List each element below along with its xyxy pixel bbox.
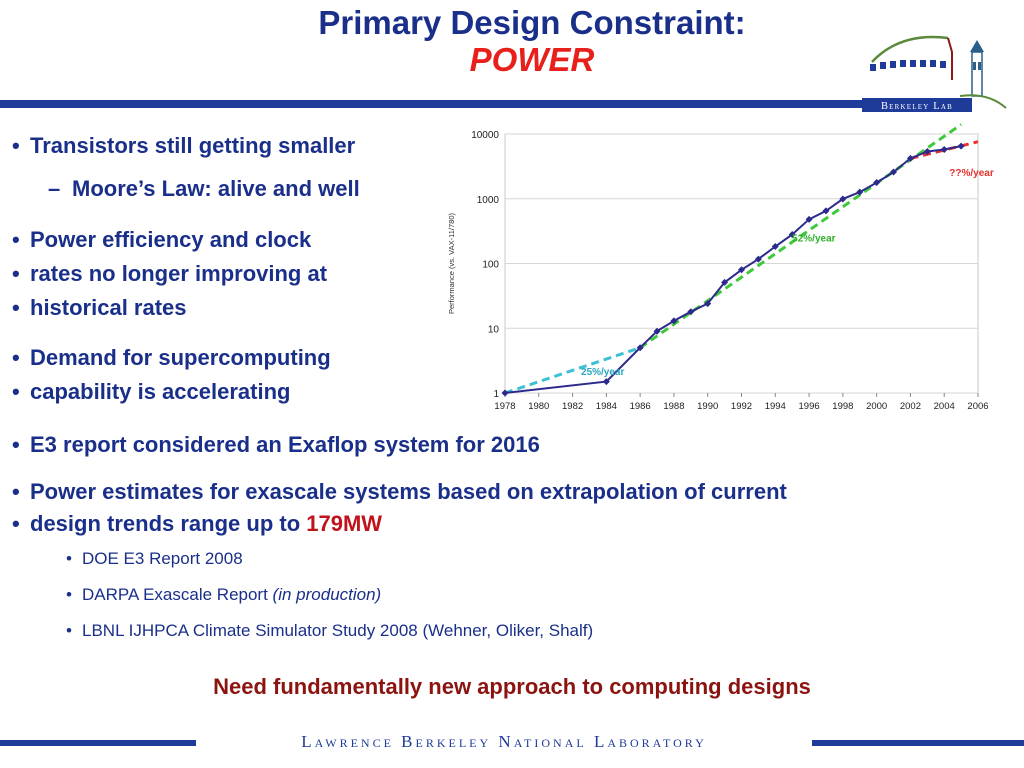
trend-annotation: 52%/year [792, 233, 835, 244]
bullet-text: Power estimates for exascale systems bas… [30, 479, 787, 504]
data-point [501, 389, 509, 397]
footer-bar-left [0, 740, 196, 746]
sub-bullet-item: Moore’s Law: alive and well [10, 173, 360, 204]
data-point [923, 148, 931, 156]
data-point [957, 142, 965, 150]
x-tick-label: 2004 [934, 401, 955, 412]
header-divider-bar [0, 100, 862, 108]
x-tick-label: 1994 [765, 401, 786, 412]
data-point [771, 243, 779, 251]
y-tick-label: 1 [493, 389, 499, 400]
data-point [738, 266, 745, 274]
bullet-continuation: design trends range up to 179MW [10, 508, 382, 539]
conclusion-text: Need fundamentally new approach to compu… [213, 674, 811, 699]
x-tick-label: 1984 [596, 401, 617, 412]
x-tick-label: 2006 [967, 401, 988, 412]
sub-bullet-text: DOE E3 Report 2008 [82, 549, 243, 568]
y-axis-label: Performance (vs. VAX-11/780) [447, 212, 456, 314]
bullet-text: capability is accelerating [30, 379, 291, 404]
y-tick-label: 10000 [471, 130, 499, 141]
data-point [754, 255, 762, 263]
bullet-text: design trends range up to [30, 511, 307, 536]
data-point [856, 188, 864, 196]
bullet-text: Moore’s Law: alive and well [72, 176, 360, 201]
data-point [704, 300, 712, 308]
x-tick-label: 1986 [630, 401, 651, 412]
sub-bullet-text: DARPA Exascale Report [82, 585, 273, 604]
data-point [653, 327, 661, 335]
bullet-text: Demand for supercomputing [30, 345, 331, 370]
data-point [839, 195, 847, 203]
sub-bullet-item: DOE E3 Report 2008 [10, 548, 243, 570]
data-point [906, 154, 914, 162]
x-tick-label: 1998 [832, 401, 853, 412]
trend-line [910, 140, 979, 160]
sub-bullet-text: LBNL IJHPCA Climate Simulator Study 2008… [82, 621, 594, 640]
bullet-text: Power efficiency and clock [30, 227, 312, 252]
footer-bar-right [812, 740, 1024, 746]
bullet-continuation: historical rates [10, 292, 187, 323]
trend-annotation: 25%/year [581, 367, 624, 378]
y-tick-label: 100 [482, 260, 499, 271]
trend-annotation: ??%/year [949, 168, 994, 179]
data-point [890, 168, 898, 176]
bullet-text: historical rates [30, 295, 187, 320]
power-highlight: 179MW [306, 511, 383, 536]
bullet-item: Power efficiency and clock [10, 224, 311, 255]
bullet-item: Transistors still getting smaller [10, 130, 355, 161]
bullet-continuation: capability is accelerating [10, 376, 290, 407]
bullet-item: Power estimates for exascale systems bas… [10, 476, 787, 507]
x-tick-label: 1980 [528, 401, 549, 412]
data-point [788, 231, 796, 239]
data-point [636, 344, 644, 352]
data-point [602, 378, 610, 386]
x-tick-label: 1982 [562, 401, 583, 412]
data-point [805, 215, 813, 223]
sub-bullet-item: DARPA Exascale Report (in production) [10, 584, 381, 606]
title-line-2: POWER [469, 41, 595, 78]
slide-title: Primary Design Constraint: POWER [0, 4, 1024, 78]
y-tick-label: 10 [488, 324, 500, 335]
bullet-continuation: rates no longer improving at [10, 258, 327, 289]
x-tick-label: 2002 [900, 401, 921, 412]
performance-line [504, 145, 962, 394]
bullet-text: E3 report considered an Exaflop system f… [30, 432, 540, 457]
x-tick-label: 1996 [799, 401, 820, 412]
bullet-item: Demand for supercomputing [10, 342, 331, 373]
title-line-1: Primary Design Constraint: [318, 4, 746, 41]
bullet-item: E3 report considered an Exaflop system f… [10, 429, 540, 460]
x-tick-label: 1978 [494, 401, 515, 412]
bullet-text: rates no longer improving at [30, 261, 328, 286]
data-point [940, 145, 948, 153]
data-point [687, 308, 695, 316]
berkeley-lab-logo: Berkeley Lab [862, 35, 1007, 112]
sub-bullet-italic: (in production) [272, 585, 382, 604]
performance-chart: 1 10 100 1000 10000 1978 1980 1982 1984 1986 1988 1… [447, 123, 994, 412]
logo-label: Berkeley Lab [881, 101, 953, 112]
data-point [873, 179, 881, 187]
y-tick-label: 1000 [477, 195, 500, 206]
trend-line [504, 346, 641, 395]
data-point [670, 317, 678, 325]
x-tick-label: 1990 [697, 401, 718, 412]
x-tick-label: 1992 [731, 401, 752, 412]
data-point [822, 207, 830, 215]
bullet-text: Transistors still getting smaller [30, 133, 356, 158]
data-point [721, 278, 729, 286]
x-tick-label: 1988 [663, 401, 684, 412]
x-tick-label: 2000 [866, 401, 887, 412]
sub-bullet-item: LBNL IJHPCA Climate Simulator Study 2008… [10, 620, 593, 642]
footer-lab-name: Lawrence Berkeley National Laboratory [301, 732, 707, 751]
